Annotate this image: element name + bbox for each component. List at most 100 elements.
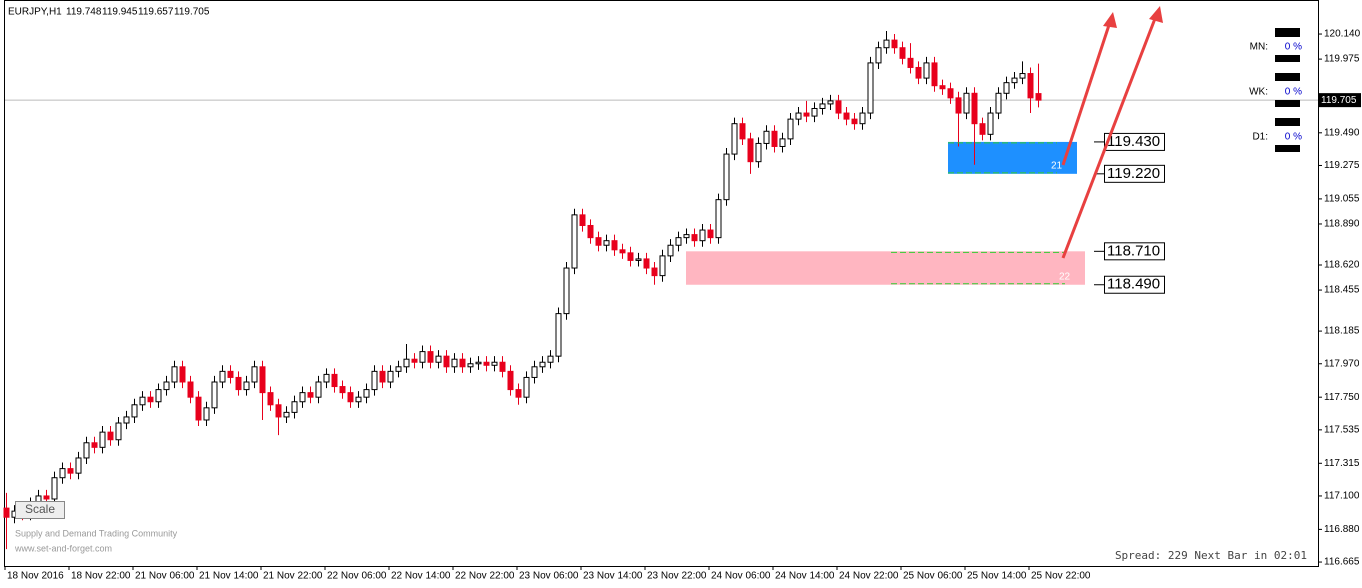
candle-body [939,85,946,90]
scale-button[interactable]: Scale [15,501,65,519]
candle-body [635,258,642,261]
candle-body [283,411,290,418]
candle-body [651,267,658,277]
plot-frame [4,0,1319,567]
candle-body [1035,93,1042,101]
candle-body [211,381,218,409]
ohlc-value: 119.705 [174,7,210,18]
candle-body [291,401,298,413]
candle-body [667,244,674,257]
candle-body [739,123,746,140]
candle-body [155,389,162,403]
candle-body [43,495,50,500]
panel-bar [1275,145,1300,152]
candle-body [171,366,178,383]
x-tick-label: 24 Nov 14:00 [775,571,835,582]
button-label[interactable]: Scale [25,502,55,516]
candle-body [715,199,722,239]
candle-body [931,62,938,87]
candle-body [987,112,994,135]
candle-body [371,370,378,391]
candle-body [219,370,226,383]
candle-body [259,366,266,394]
y-tick-label: 116.665 [1324,557,1360,568]
x-tick-label: 25 Nov 22:00 [1031,571,1091,582]
panel-bar [1275,28,1300,37]
candle-body [507,370,514,391]
candle-body [339,386,346,394]
button-frame[interactable] [15,501,65,519]
x-tick-label: 23 Nov 06:00 [519,571,579,582]
level-box [1104,275,1165,294]
candle-body [723,153,730,201]
candle-body [539,361,546,368]
candle-body [227,370,234,378]
panel-bar [1275,118,1300,126]
candle-body [435,355,442,363]
y-tick-label: 120.140 [1324,29,1361,40]
zone-label: 21 [1051,160,1063,171]
overlay: 21 119.430 119.220 22 118.710 118.490 [891,132,1165,294]
candle-body [707,229,714,239]
candle-body [859,112,866,125]
candle-body [235,376,242,391]
level-label: 118.490 [1107,276,1160,293]
x-tick-label: 22 Nov 14:00 [391,571,451,582]
level-box [1104,242,1165,261]
candle-body [587,224,594,239]
x-tick-label: 22 Nov 22:00 [455,571,515,582]
panel-value: 0 % [1285,87,1302,98]
candle-body [403,358,410,368]
watermark: www.set-and-forget.com [14,543,112,553]
candle-body [315,381,322,398]
watermark: Supply and Demand Trading Community [15,528,178,538]
candle-body [547,355,554,363]
candle-body [299,392,306,403]
candle-body [195,396,202,421]
x-tick-label: 25 Nov 06:00 [903,571,963,582]
zone [686,251,1085,285]
candle-body [75,457,82,474]
candle-body [459,358,466,368]
candle-body [899,47,906,59]
candle-body [363,389,370,398]
candle-body [67,468,74,474]
candle-body [1011,77,1018,84]
candle-body [763,130,770,144]
level-box [1104,132,1165,151]
candle-body [51,477,58,500]
y-tick-label: 119.055 [1324,194,1360,205]
candle-body [475,361,482,365]
candle-body [355,396,362,403]
candle-body [811,107,818,117]
candle-body [99,431,106,448]
candle-body [555,313,562,357]
x-tick-label: 21 Nov 22:00 [263,571,323,582]
candle-body [1003,82,1010,94]
candle-body [627,252,634,261]
level-label: 119.220 [1107,165,1160,182]
candle-body [995,92,1002,114]
candle-body [971,92,978,125]
panel-value: 0 % [1285,42,1302,53]
candle-body [843,112,850,120]
candle-body [467,363,474,368]
candle-body [1027,73,1034,99]
x-tick-label: 24 Nov 06:00 [711,571,771,582]
y-tick-label: 117.100 [1324,491,1360,502]
candle-body [683,234,690,239]
panel-label: WK: [1249,87,1268,98]
candle-body [203,407,210,421]
x-tick-label: 21 Nov 06:00 [135,571,195,582]
candle-body [795,112,802,120]
candle-body [835,100,842,114]
candle-body [91,442,98,448]
candle-body [491,361,498,366]
y-tick-label: 119.975 [1324,54,1360,65]
candle-body [875,47,882,64]
ohlc-value: 119.748 [66,7,102,18]
y-tick-label: 118.620 [1324,260,1360,271]
candle-body [979,123,986,135]
